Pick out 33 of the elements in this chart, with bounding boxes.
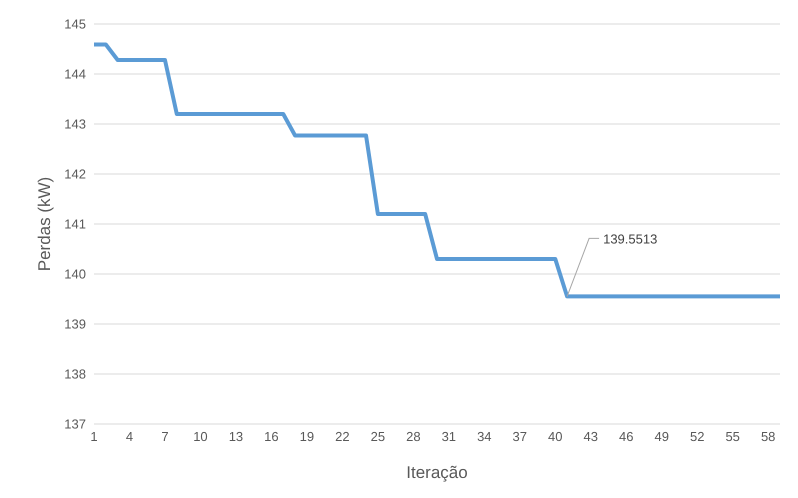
x-tick-label: 43 — [584, 429, 598, 444]
line-series — [92, 42, 782, 298]
y-tick-label: 141 — [64, 216, 86, 232]
x-tick-label: 16 — [264, 429, 279, 444]
y-tick-label: 139 — [64, 316, 86, 332]
y-tick-label: 145 — [64, 16, 86, 32]
y-tick-label: 142 — [64, 166, 86, 182]
x-tick-label: 1 — [90, 429, 98, 444]
y-tick-label: 143 — [64, 116, 86, 132]
x-tick-label: 58 — [760, 429, 776, 444]
y-tick-label: 137 — [64, 416, 86, 432]
x-tick-label: 55 — [725, 429, 740, 444]
y-tick-label: 144 — [64, 66, 86, 82]
x-tick-label: 37 — [512, 429, 528, 444]
x-tick-label: 13 — [228, 429, 244, 444]
y-axis-title: Perdas (kW) — [35, 176, 54, 272]
x-tick-label: 19 — [300, 429, 314, 444]
x-tick-label: 49 — [654, 429, 669, 444]
x-tick-label: 10 — [193, 429, 208, 444]
x-axis-title: Iteração — [406, 463, 468, 482]
x-tick-label: 31 — [442, 429, 456, 444]
x-tick-label: 34 — [477, 429, 492, 444]
x-tick-label: 22 — [335, 429, 350, 444]
x-tick-label: 28 — [406, 429, 421, 444]
x-tick-label: 7 — [161, 429, 169, 444]
x-tick-label: 25 — [370, 429, 386, 444]
y-tick-label: 138 — [64, 366, 86, 382]
x-tick-label: 52 — [690, 429, 704, 444]
x-tick-label: 4 — [126, 429, 134, 444]
x-tick-label: 40 — [548, 429, 563, 444]
data-label: 139.5513 — [603, 231, 658, 246]
y-tick-label: 140 — [64, 266, 86, 282]
x-tick-label: 46 — [619, 429, 634, 444]
